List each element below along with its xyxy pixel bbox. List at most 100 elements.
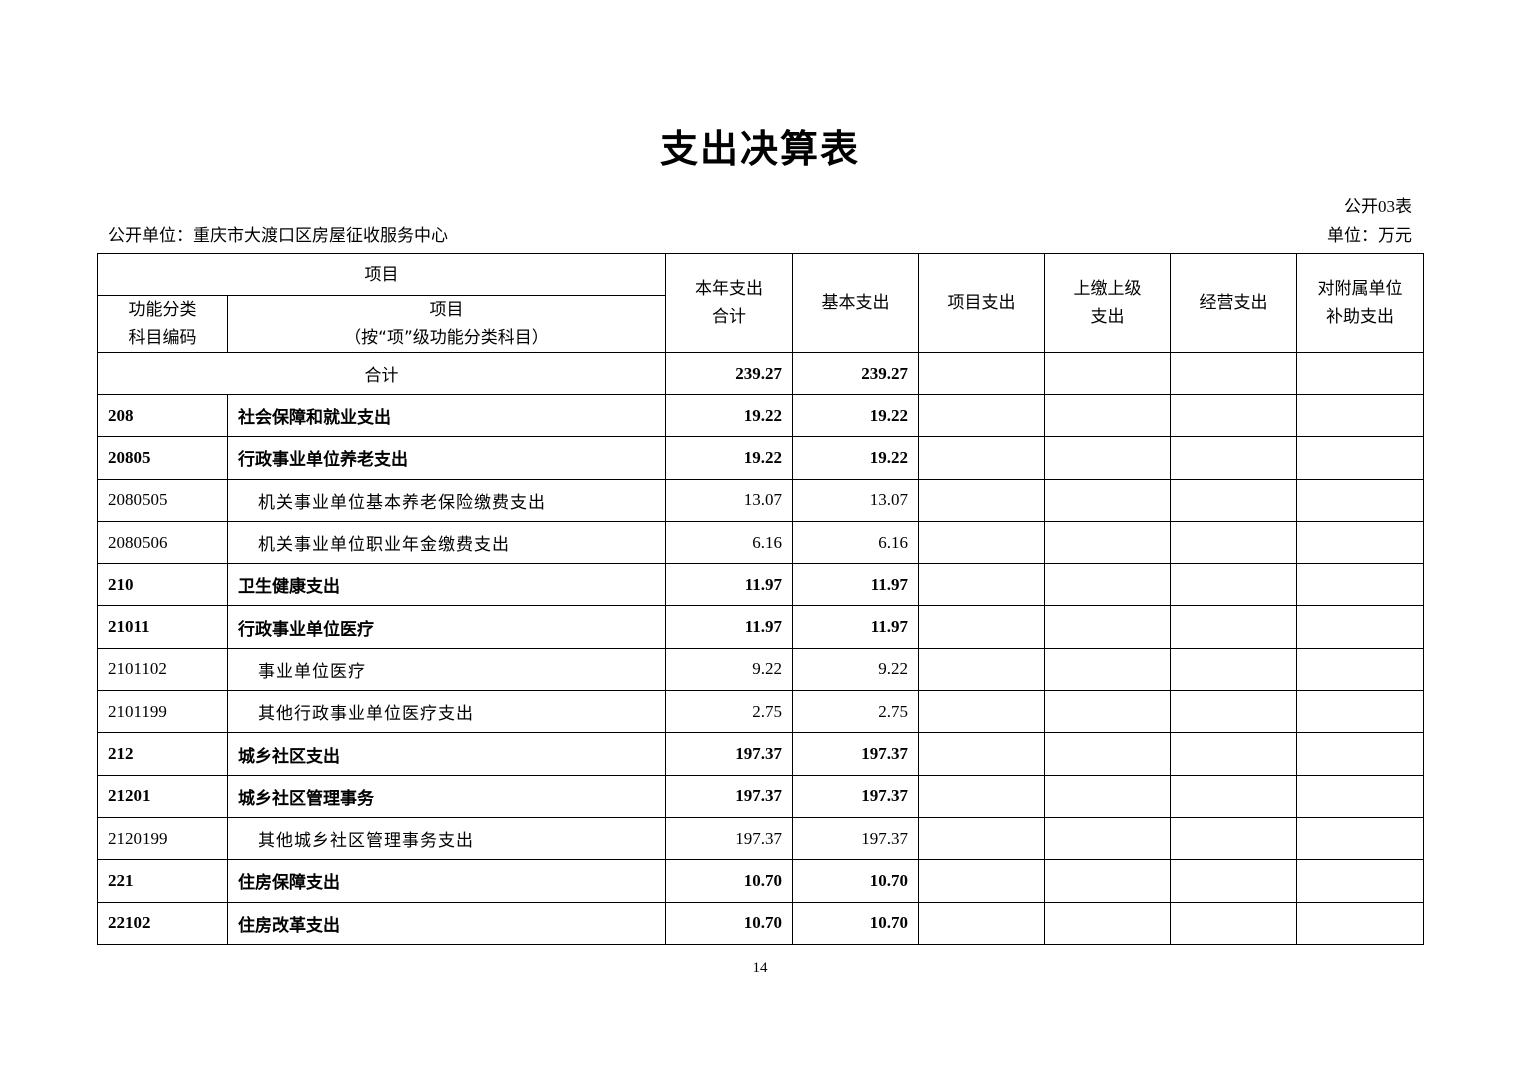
empty-cell [918,647,1045,692]
header-item: 项目 [97,253,666,296]
sum-total: 239.27 [665,352,793,395]
row-basic: 13.07 [792,478,919,522]
empty-cell [918,563,1045,607]
row-total: 19.22 [665,436,793,480]
row-total: 11.97 [665,563,793,607]
row-basic: 197.37 [792,732,919,776]
empty-cell [1170,901,1297,945]
row-name: 事业单位医疗 [227,647,666,692]
row-total: 11.97 [665,605,793,649]
header-business: 经营支出 [1170,253,1297,353]
empty-cell [1296,436,1424,480]
row-total: 6.16 [665,520,793,565]
empty-cell [1044,901,1171,945]
empty-cell [1044,520,1171,565]
empty-cell [918,774,1045,818]
row-basic: 197.37 [792,774,919,818]
row-name: 行政事业单位医疗 [227,605,666,649]
empty-cell [918,859,1045,903]
row-name: 城乡社区管理事务 [227,774,666,818]
row-code: 2080506 [97,520,228,565]
row-code: 210 [97,563,228,607]
header-upper: 上缴上级 支出 [1044,253,1171,353]
header-subsidy: 对附属单位 补助支出 [1296,253,1424,353]
empty-cell [1170,520,1297,565]
empty-cell [1044,816,1171,861]
table-number: 公开03表 [1344,197,1412,216]
row-basic: 2.75 [792,690,919,734]
empty-cell [1296,563,1424,607]
row-name: 住房改革支出 [227,901,666,945]
table-row: 212 城乡社区支出 197.37 197.37 [97,732,1424,776]
header-name: 项目 （按“项”级功能分类科目） [227,295,666,353]
header-project: 项目支出 [918,253,1045,353]
empty-cell [1044,605,1171,649]
row-code: 2101102 [97,647,228,692]
empty-cell [918,352,1045,395]
empty-cell [918,393,1045,438]
empty-cell [1170,647,1297,692]
row-basic: 11.97 [792,563,919,607]
table-row: 210 卫生健康支出 11.97 11.97 [97,563,1424,607]
row-basic: 10.70 [792,901,919,945]
row-name: 其他城乡社区管理事务支出 [227,816,666,861]
table-row: 208 社会保障和就业支出 19.22 19.22 [97,393,1424,438]
empty-cell [1170,816,1297,861]
row-basic: 19.22 [792,436,919,480]
empty-cell [1296,859,1424,903]
table-row: 22102 住房改革支出 10.70 10.70 [97,901,1424,945]
empty-cell [1296,901,1424,945]
empty-cell [1296,647,1424,692]
empty-cell [918,901,1045,945]
row-total: 10.70 [665,901,793,945]
empty-cell [1170,690,1297,734]
sum-row: 合计 239.27 239.27 [97,352,1424,395]
sum-basic: 239.27 [792,352,919,395]
row-basic: 19.22 [792,393,919,438]
row-name: 机关事业单位职业年金缴费支出 [227,520,666,565]
row-total: 197.37 [665,732,793,776]
currency-unit: 单位：万元 [1327,226,1412,245]
empty-cell [1044,647,1171,692]
empty-cell [918,520,1045,565]
empty-cell [1296,732,1424,776]
row-basic: 9.22 [792,647,919,692]
table-row: 2120199 其他城乡社区管理事务支出 197.37 197.37 [97,816,1424,861]
row-name: 机关事业单位基本养老保险缴费支出 [227,478,666,522]
row-code: 20805 [97,436,228,480]
empty-cell [1044,352,1171,395]
header-basic: 基本支出 [792,253,919,353]
empty-cell [1170,859,1297,903]
row-name: 其他行政事业单位医疗支出 [227,690,666,734]
table-row: 2101199 其他行政事业单位医疗支出 2.75 2.75 [97,690,1424,734]
empty-cell [1296,520,1424,565]
row-total: 10.70 [665,859,793,903]
sum-label: 合计 [97,352,666,395]
empty-cell [1170,774,1297,818]
table-row: 20805 行政事业单位养老支出 19.22 19.22 [97,436,1424,480]
empty-cell [1296,393,1424,438]
empty-cell [918,816,1045,861]
row-name: 城乡社区支出 [227,732,666,776]
empty-cell [918,605,1045,649]
table-row: 2101102 事业单位医疗 9.22 9.22 [97,647,1424,692]
row-basic: 197.37 [792,816,919,861]
empty-cell [1296,478,1424,522]
empty-cell [1296,816,1424,861]
row-code: 208 [97,393,228,438]
page-number: 14 [752,960,768,976]
table-row: 2080506 机关事业单位职业年金缴费支出 6.16 6.16 [97,520,1424,565]
table-row: 21011 行政事业单位医疗 11.97 11.97 [97,605,1424,649]
reporting-unit: 公开单位：重庆市大渡口区房屋征收服务中心 [108,226,448,245]
empty-cell [1044,393,1171,438]
row-basic: 6.16 [792,520,919,565]
row-code: 21011 [97,605,228,649]
row-basic: 11.97 [792,605,919,649]
empty-cell [1170,605,1297,649]
row-code: 2080505 [97,478,228,522]
row-total: 9.22 [665,647,793,692]
header-code: 功能分类 科目编码 [97,295,228,353]
empty-cell [1044,859,1171,903]
page-title: 支出决算表 [659,127,860,171]
row-basic: 10.70 [792,859,919,903]
